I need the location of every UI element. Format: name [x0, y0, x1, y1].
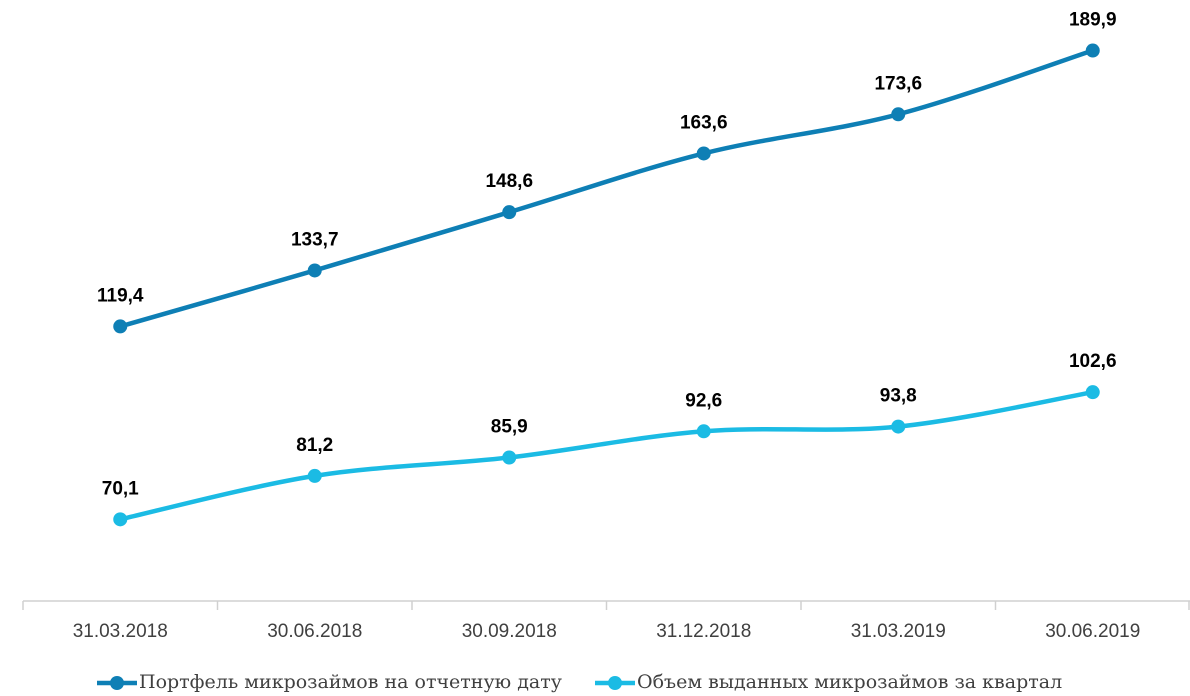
data-label: 173,6 [874, 73, 922, 94]
data-label: 133,7 [291, 229, 339, 250]
x-tick-label: 31.12.2018 [656, 621, 751, 642]
data-label: 93,8 [880, 386, 917, 407]
x-tick-label: 31.03.2018 [73, 621, 168, 642]
data-label: 81,2 [296, 435, 333, 456]
data-label: 102,6 [1069, 351, 1117, 372]
data-label: 70,1 [102, 478, 139, 499]
x-tick-label: 30.06.2019 [1045, 621, 1140, 642]
data-label: 92,6 [685, 390, 722, 411]
point [1085, 385, 1100, 400]
point [113, 319, 128, 334]
point [891, 419, 906, 434]
point [1085, 43, 1100, 58]
point [502, 450, 517, 465]
x-tick-label: 30.09.2018 [462, 621, 557, 642]
point [891, 107, 906, 122]
point [696, 146, 711, 161]
point [502, 205, 517, 220]
data-label: 189,9 [1069, 10, 1117, 31]
legend-label: Портфель микрозаймов на отчетную дату [139, 671, 562, 693]
series-line [119, 48, 1094, 329]
point [113, 512, 128, 527]
x-tick-label: 30.06.2018 [267, 621, 362, 642]
data-label: 163,6 [680, 112, 728, 133]
point [307, 468, 322, 483]
data-label: 119,4 [97, 285, 144, 306]
legend-marker [608, 676, 622, 690]
point [307, 263, 322, 278]
series-line [119, 389, 1094, 522]
legend-label: Объем выданных микрозаймов за квартал [637, 671, 1062, 693]
data-label: 85,9 [491, 417, 528, 438]
x-tick-label: 31.03.2019 [851, 621, 946, 642]
data-label: 148,6 [485, 171, 533, 192]
legend-marker [110, 676, 124, 690]
point [696, 424, 711, 439]
